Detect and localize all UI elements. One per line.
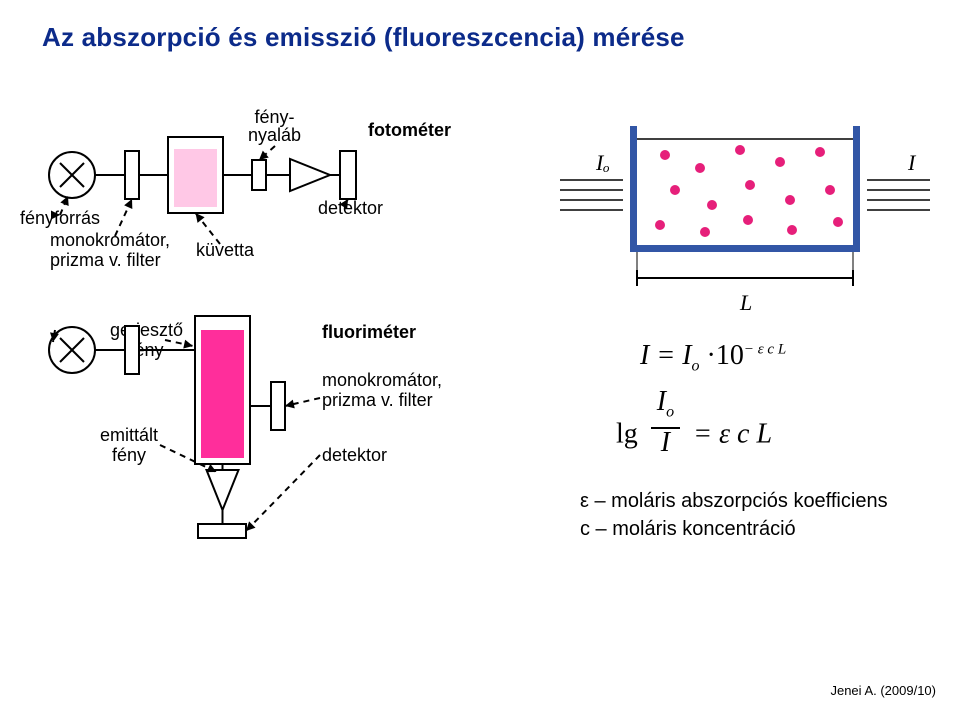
diagram-svg xyxy=(0,0,960,716)
